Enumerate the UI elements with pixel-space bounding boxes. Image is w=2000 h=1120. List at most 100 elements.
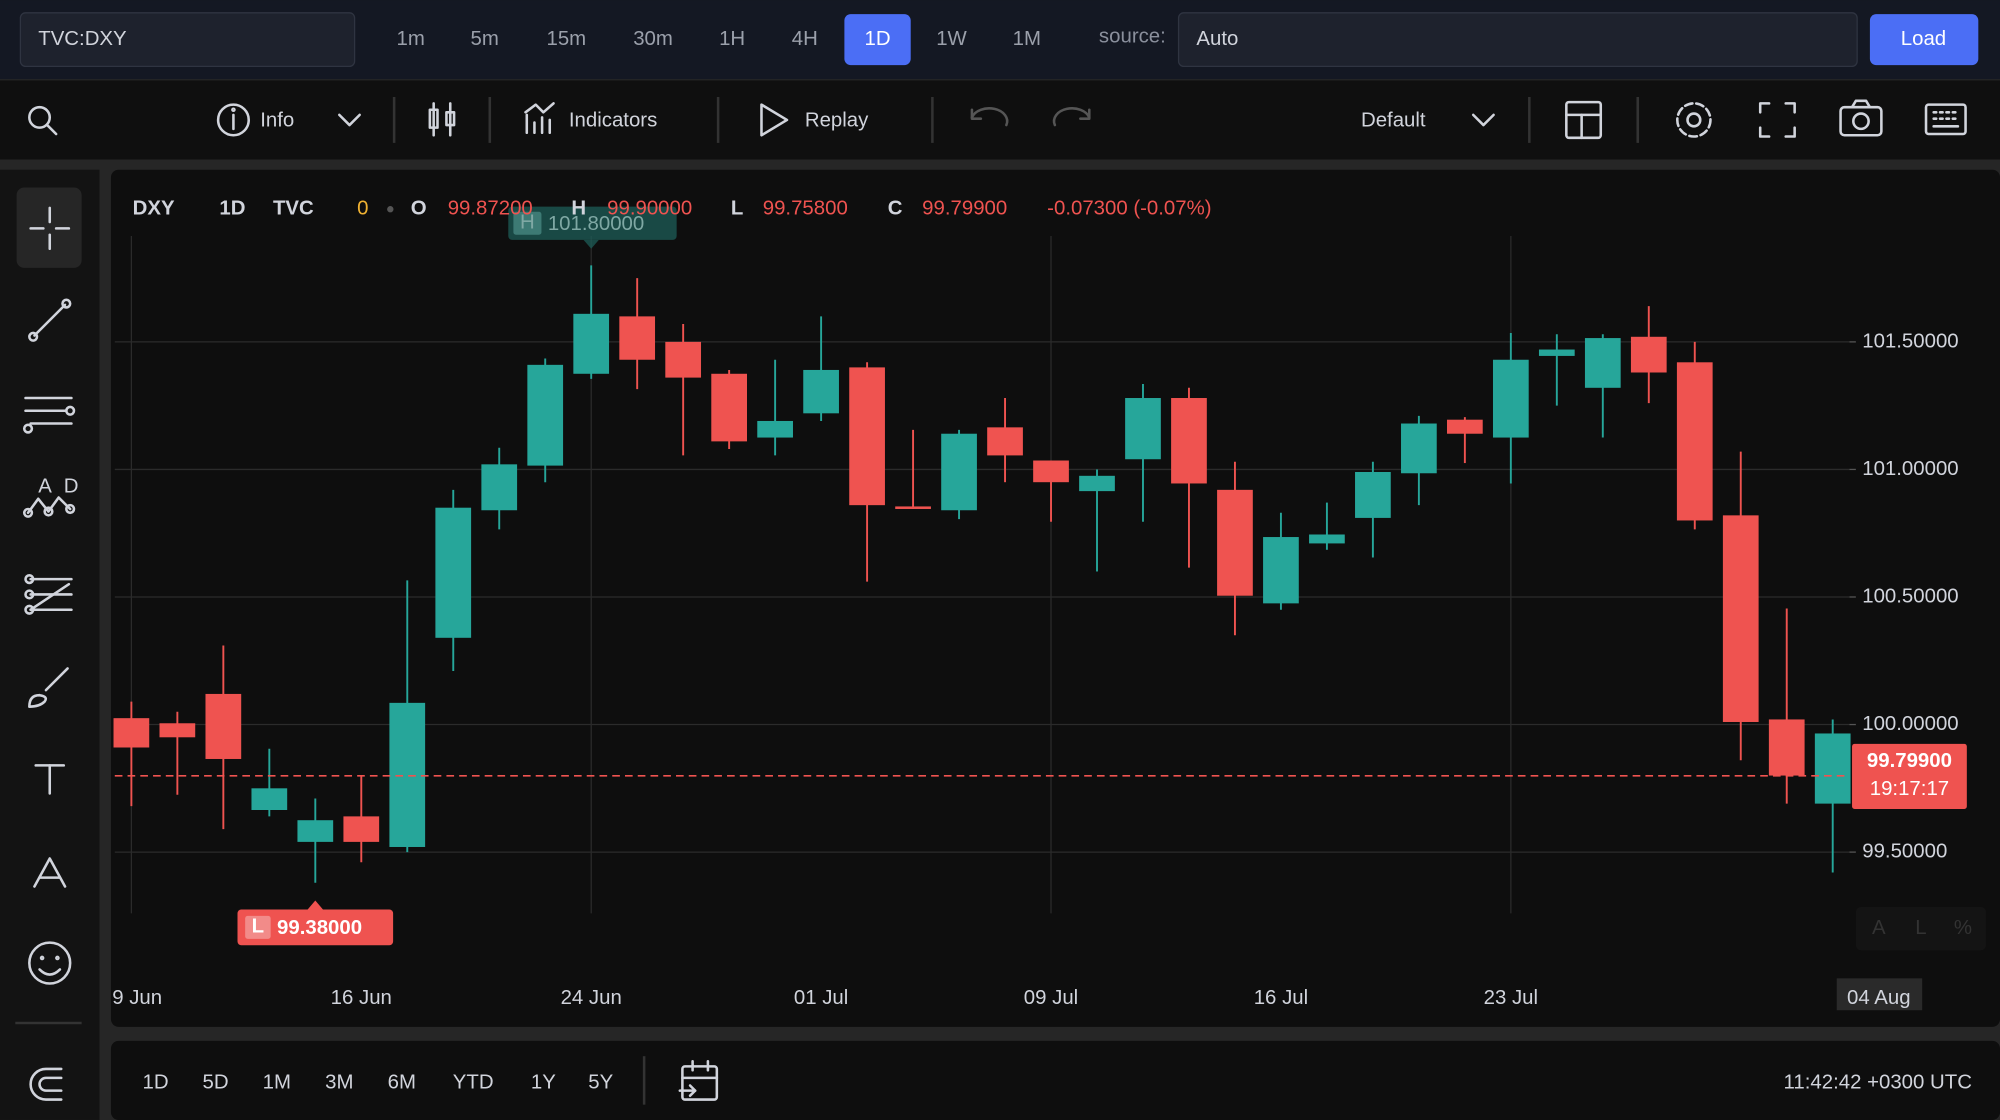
low-marker-tag-bg xyxy=(245,915,271,939)
candle-body xyxy=(159,723,196,738)
scale-button[interactable]: L xyxy=(1915,917,1926,939)
legend-o-value: 99.87200 xyxy=(448,198,533,220)
candle-body xyxy=(389,702,426,847)
range-button[interactable]: 5D xyxy=(203,1071,229,1093)
candle-body xyxy=(1355,471,1391,518)
y-tick-label: 99.50000 xyxy=(1862,840,1947,862)
legend-exchange: TVC xyxy=(273,198,314,220)
load-text: Load xyxy=(1901,28,1946,50)
candle-body xyxy=(205,693,242,759)
candle-body xyxy=(1171,398,1207,484)
interval-button[interactable]: 1W xyxy=(936,28,967,50)
y-tick-label: 100.50000 xyxy=(1862,585,1958,607)
symbol-text: TVC:DXY xyxy=(38,28,127,50)
candle-body xyxy=(849,367,885,506)
toolbar-separators xyxy=(392,96,1640,143)
candle-body xyxy=(619,316,656,360)
candle-body xyxy=(1492,359,1529,438)
range-button[interactable]: 1D xyxy=(143,1071,169,1093)
candle-body xyxy=(1079,475,1115,492)
info-button[interactable]: Info xyxy=(260,110,294,132)
candle-body xyxy=(1309,534,1345,544)
x-tick-label: 16 Jun xyxy=(331,987,392,1009)
interval-button[interactable]: 1H xyxy=(719,28,745,50)
replay-button[interactable]: Replay xyxy=(805,110,869,132)
candle-body xyxy=(113,718,150,748)
source-input[interactable] xyxy=(1177,12,1858,68)
interval-active xyxy=(844,14,911,66)
scale-button[interactable]: % xyxy=(1954,917,1972,939)
crosshair-date: 04 Aug xyxy=(1847,987,1911,1009)
legend-c-value: 99.79900 xyxy=(922,198,1007,220)
symbol-input[interactable] xyxy=(19,12,356,68)
toolbar-icons xyxy=(28,99,1967,140)
candle-body xyxy=(1447,419,1483,434)
x-tick-label: 23 Jul xyxy=(1484,987,1538,1009)
countdown: 19:17:17 xyxy=(1870,778,1949,800)
interval-button[interactable]: 15m xyxy=(546,28,586,50)
candle-body xyxy=(1584,338,1621,388)
candle-body xyxy=(941,433,977,511)
sidebar xyxy=(0,169,100,1120)
interval-button[interactable]: 1M xyxy=(1013,28,1041,50)
high-marker-tag-bg xyxy=(513,211,542,235)
bottom-bar xyxy=(110,1040,2000,1120)
x-tick-label: 16 Jul xyxy=(1254,987,1308,1009)
candle-body xyxy=(665,341,702,378)
legend-status: 0 xyxy=(357,198,368,220)
layout-button[interactable]: Default xyxy=(1361,110,1426,132)
scale-buttons-bg xyxy=(1855,906,1986,951)
x-tick-label: 24 Jun xyxy=(561,987,622,1009)
candle-body xyxy=(711,373,748,442)
sidebar-icon-label: A xyxy=(38,476,52,498)
candle-body xyxy=(1676,362,1713,521)
current-price-label: 99.79900 xyxy=(1867,750,1952,772)
candle-body xyxy=(573,313,610,374)
indicators-button[interactable]: Indicators xyxy=(569,110,657,132)
legend-c-label: C xyxy=(888,198,903,220)
load-button[interactable] xyxy=(1869,14,1979,66)
legend-symbol: DXY xyxy=(133,198,175,220)
candle-body xyxy=(481,464,518,511)
candle-body xyxy=(1217,489,1253,596)
legend-h-label: H xyxy=(571,198,586,220)
interval-button[interactable]: 30m xyxy=(633,28,673,50)
low-marker-label: 99.38000 xyxy=(277,917,362,939)
legend-o-label: O xyxy=(411,198,427,220)
candle-body xyxy=(1814,733,1851,804)
high-marker-box xyxy=(508,206,677,240)
range-button[interactable]: 1Y xyxy=(531,1071,556,1093)
calendar-icon[interactable] xyxy=(678,1060,719,1101)
candle-body xyxy=(803,369,839,414)
low-marker-tag: L xyxy=(252,916,264,938)
low-marker-arrow xyxy=(307,900,323,910)
x-tick-label: 01 Jul xyxy=(794,987,848,1009)
range-button[interactable]: YTD xyxy=(453,1071,494,1093)
toolbar xyxy=(0,80,2000,160)
interval-button[interactable]: 1m xyxy=(397,28,425,50)
legend-l-label: L xyxy=(731,198,743,220)
source-value: Auto xyxy=(1196,28,1238,50)
candle-body xyxy=(527,364,564,466)
candle-body xyxy=(297,820,334,842)
interval-button[interactable]: 4H xyxy=(792,28,818,50)
range-group: 1D 5D 1M 3M 6M YTD 1Y 5Y xyxy=(143,1071,614,1093)
crosshair-tool[interactable] xyxy=(16,187,82,268)
range-button[interactable]: 1M xyxy=(263,1071,291,1093)
legend-h-value: 99.90000 xyxy=(607,198,692,220)
range-button[interactable]: 3M xyxy=(325,1071,353,1093)
high-marker-tag: H xyxy=(520,212,535,234)
interval-group: 1m 5m 15m 30m 1H 4H 1D 1W 1M xyxy=(397,14,1041,66)
scale-button[interactable]: A xyxy=(1872,917,1886,939)
legend-interval: 1D xyxy=(219,198,245,220)
range-button[interactable]: 5Y xyxy=(588,1071,613,1093)
legend-dot xyxy=(387,206,394,213)
interval-button[interactable]: 5m xyxy=(471,28,499,50)
x-tick-label: 09 Jul xyxy=(1024,987,1078,1009)
sidebar-icons xyxy=(22,206,76,1101)
candle-body xyxy=(251,788,288,810)
candle-body xyxy=(1033,460,1069,483)
interval-button[interactable]: 1D xyxy=(865,28,891,50)
range-button[interactable]: 6M xyxy=(388,1071,416,1093)
